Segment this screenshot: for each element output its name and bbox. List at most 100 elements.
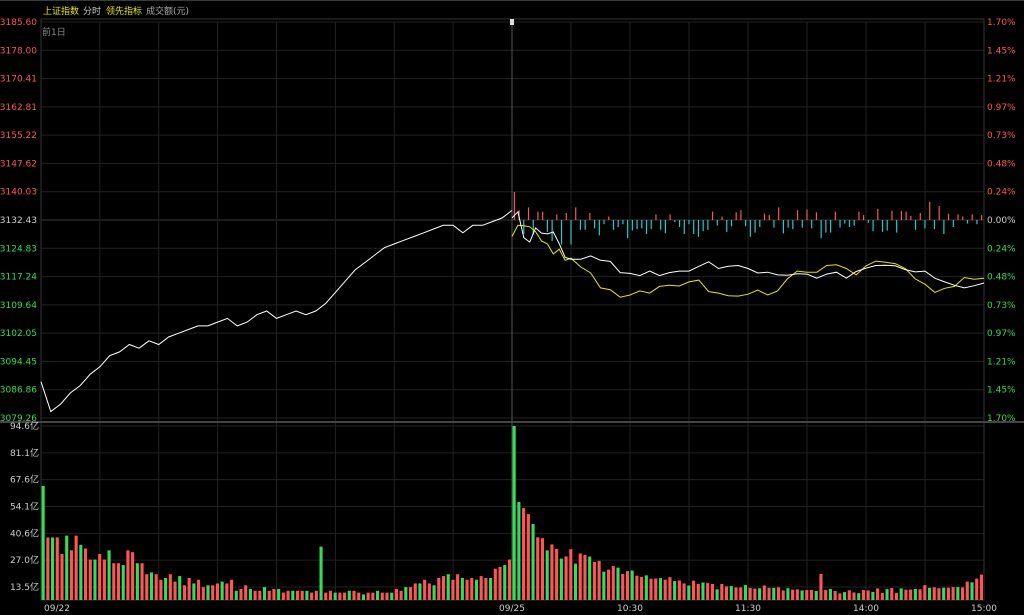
pct-tick-label: 1.70% xyxy=(987,18,1016,28)
volume-bar xyxy=(135,563,139,600)
volume-label[interactable]: 成交额(元) xyxy=(146,7,190,17)
volume-bar xyxy=(390,592,394,600)
volume-bar xyxy=(253,590,257,600)
volume-bar xyxy=(121,565,125,600)
volume-bar xyxy=(507,559,511,600)
pct-tick-label: 0.00% xyxy=(987,216,1016,226)
volume-bar xyxy=(295,590,300,600)
volume-bar xyxy=(168,574,172,600)
volume-bar xyxy=(465,579,469,600)
volume-bar xyxy=(366,592,370,600)
volume-bar xyxy=(970,582,974,600)
prev-day-label: 前1日 xyxy=(42,26,66,38)
volume-bar xyxy=(616,567,620,600)
volume-bar xyxy=(597,560,601,600)
volume-bar xyxy=(611,566,615,600)
volume-bar xyxy=(592,561,596,600)
volume-bar xyxy=(437,577,441,600)
price-line-day1 xyxy=(40,210,513,413)
volume-bar xyxy=(843,592,847,600)
pct-tick-label: 0.97% xyxy=(987,103,1016,113)
drag-handle xyxy=(510,19,514,25)
volume-bar xyxy=(98,554,102,600)
volume-bar xyxy=(828,588,832,600)
volume-bar xyxy=(762,585,766,600)
volume-bar xyxy=(239,588,243,600)
volume-bar xyxy=(795,589,799,600)
volume-bar xyxy=(498,566,502,600)
volume-bar xyxy=(517,501,521,600)
volume-bar xyxy=(569,549,573,600)
volume-bar xyxy=(725,586,729,600)
volume-bar xyxy=(526,514,530,600)
volume-bar xyxy=(824,590,828,600)
volume-bar xyxy=(644,575,648,600)
volume-bar xyxy=(743,585,747,600)
volume-bar xyxy=(126,550,130,600)
volume-bar xyxy=(720,583,724,600)
volume-bar xyxy=(225,583,229,600)
price-tick-label: 3170.41 xyxy=(0,75,37,85)
volume-bar xyxy=(456,574,460,600)
volume-bar xyxy=(230,579,234,600)
pct-tick-label: 1.45% xyxy=(987,386,1016,396)
volume-bar xyxy=(93,559,97,600)
volume-bar xyxy=(300,590,304,600)
volume-bar xyxy=(116,563,121,600)
volume-bar xyxy=(847,590,851,600)
volume-bar xyxy=(380,592,384,600)
volume-bar xyxy=(876,588,880,600)
volume-bar xyxy=(60,554,64,600)
volume-bar xyxy=(729,586,733,600)
volume-bar xyxy=(286,590,290,600)
volume-bar xyxy=(838,593,842,600)
volume-bar xyxy=(706,583,710,600)
volume-tick-label: 81.1亿 xyxy=(10,447,39,459)
pct-tick-label: 1.21% xyxy=(987,357,1016,367)
volume-bar xyxy=(371,592,375,600)
volume-bar xyxy=(399,590,403,600)
volume-bar xyxy=(244,585,248,600)
volume-bar xyxy=(51,537,55,600)
volume-bar xyxy=(343,592,347,600)
volume-bar xyxy=(248,588,252,600)
volume-bar xyxy=(65,535,69,600)
volume-bar xyxy=(531,524,535,600)
volume-bar xyxy=(894,592,899,600)
time-tick-label: 15:00 xyxy=(971,604,997,614)
volume-bar xyxy=(885,589,889,600)
volume-bar xyxy=(333,592,337,600)
volume-bar xyxy=(178,576,182,600)
volume-bar xyxy=(739,587,743,600)
volume-bar xyxy=(310,592,314,600)
volume-bar xyxy=(710,583,714,600)
volume-bar xyxy=(734,587,738,600)
volume-bar xyxy=(408,587,413,600)
volume-bar xyxy=(107,550,111,600)
volume-bar xyxy=(852,592,856,600)
price-tick-label: 3102.05 xyxy=(0,329,37,339)
volume-bar xyxy=(357,592,361,600)
volume-bar xyxy=(682,583,686,600)
volume-bar xyxy=(220,581,224,600)
volume-bar xyxy=(932,587,936,600)
indicator-label[interactable]: 领先指标 xyxy=(106,7,143,17)
volume-bar xyxy=(281,592,285,600)
volume-tick-label: 13.5亿 xyxy=(10,581,39,593)
volume-bar xyxy=(649,578,653,600)
volume-bar xyxy=(182,585,187,600)
volume-bar xyxy=(918,589,922,600)
index-name-label[interactable]: 上证指数 xyxy=(43,7,80,17)
volume-bar xyxy=(41,485,45,600)
mode-label[interactable]: 分时 xyxy=(83,7,102,17)
volume-bar xyxy=(975,578,979,600)
volume-bar xyxy=(687,585,691,600)
volume-bar xyxy=(965,581,969,600)
volume-bar xyxy=(211,585,215,600)
volume-bar xyxy=(112,563,116,600)
volume-bar xyxy=(673,581,677,600)
volume-bar xyxy=(890,588,894,600)
volume-bar xyxy=(880,592,884,600)
volume-bar xyxy=(791,589,795,600)
